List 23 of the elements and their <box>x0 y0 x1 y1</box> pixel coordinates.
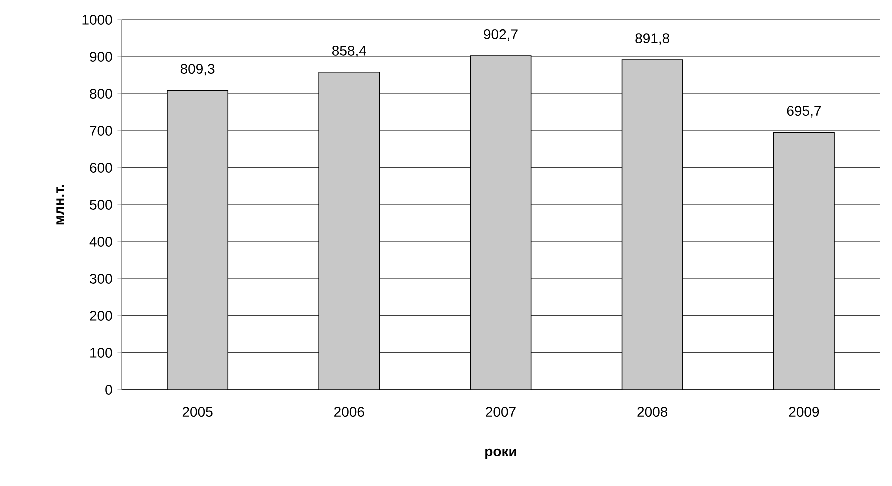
y-tick-label: 700 <box>90 126 112 136</box>
x-tick-label: 2008 <box>638 407 668 418</box>
y-tick-label: 400 <box>90 237 112 247</box>
y-axis-title: млн.т. <box>56 185 64 225</box>
x-tick-label: 2006 <box>334 407 364 418</box>
data-label: 891,8 <box>636 34 670 46</box>
y-tick-label: 600 <box>90 163 112 173</box>
x-tick-label: 2005 <box>182 407 213 418</box>
y-tick-label: 0 <box>106 385 112 395</box>
y-tick-label: 500 <box>90 200 112 210</box>
y-tick-label: 200 <box>90 311 112 321</box>
x-tick-label: 2007 <box>486 407 516 418</box>
y-tick-label: 100 <box>90 348 112 358</box>
data-label: 858,4 <box>332 46 366 58</box>
data-label: 809,3 <box>180 64 215 76</box>
x-axis-title: роки <box>486 448 516 460</box>
y-tick-label: 900 <box>90 52 112 62</box>
x-tick-label: 2009 <box>789 407 820 418</box>
data-label: 695,7 <box>787 106 822 118</box>
y-tick-label: 1000 <box>82 15 112 25</box>
data-label: 902,7 <box>484 30 518 42</box>
y-tick-label: 300 <box>90 274 112 284</box>
y-tick-label: 800 <box>90 89 112 99</box>
